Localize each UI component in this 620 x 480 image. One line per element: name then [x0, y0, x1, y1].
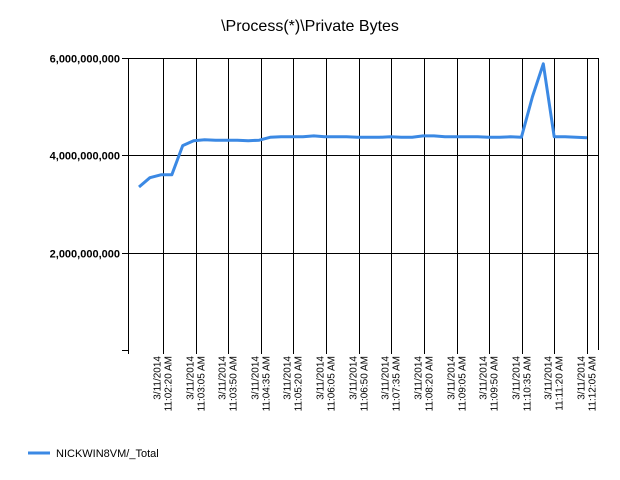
x-tick-labels: 3/11/2014 11:02:20 AM 3/11/2014 11:03:05 AM…: [153, 356, 599, 412]
x-tick-label: 3/11/2014 11:10:35 AM: [512, 356, 534, 412]
x-tick-date: 3/11/2014: [381, 356, 392, 400]
x-tick-date: 3/11/2014: [316, 356, 327, 400]
y-tick-label: 4,000,000,000: [50, 151, 120, 163]
x-tick-date: 3/11/2014: [512, 356, 523, 400]
x-tick-label: 3/11/2014 11:07:35 AM: [381, 356, 403, 412]
x-tick-time: 11:06:50 AM: [360, 356, 371, 411]
x-tick-time: 11:09:05 AM: [458, 356, 469, 411]
x-tick-date: 3/11/2014: [251, 356, 262, 400]
series-lines: [138, 62, 588, 189]
x-tick-label: 3/11/2014 11:11:20 AM: [544, 356, 566, 411]
x-tick-label: 3/11/2014 11:03:05 AM: [186, 356, 208, 412]
legend: NICKWIN8VM/_Total: [28, 448, 159, 460]
x-tick-time: 11:07:35 AM: [392, 356, 403, 411]
x-tick-label: 3/11/2014 11:12:05 AM: [577, 356, 599, 412]
x-tick-time: 11:12:05 AM: [588, 356, 599, 411]
x-tick-label: 3/11/2014 11:06:50 AM: [349, 356, 371, 412]
x-tick-label: 3/11/2014 11:09:50 AM: [479, 356, 501, 412]
x-tick-date: 3/11/2014: [447, 356, 458, 400]
x-tick-label: 3/11/2014 11:05:20 AM: [283, 356, 305, 412]
x-tick-date: 3/11/2014: [414, 356, 425, 400]
x-tick-label: 3/11/2014 11:04:35 AM: [251, 356, 273, 412]
y-tick-label: 6,000,000,000: [50, 54, 120, 66]
x-tick-time: 11:06:05 AM: [327, 356, 338, 411]
x-tick-label: 3/11/2014 11:06:05 AM: [316, 356, 338, 412]
x-tick-date: 3/11/2014: [218, 356, 229, 400]
x-tick-time: 11:08:20 AM: [425, 356, 436, 411]
x-tick-label: 3/11/2014 11:08:20 AM: [414, 356, 436, 412]
x-tick-label: 3/11/2014 11:03:50 AM: [218, 356, 240, 412]
y-tick-labels: 2,000,000,000 4,000,000,000 6,000,000,000: [50, 54, 120, 261]
x-tick-time: 11:02:20 AM: [164, 356, 175, 411]
x-tick-date: 3/11/2014: [479, 356, 490, 400]
x-tick-date: 3/11/2014: [153, 356, 164, 400]
grid-lines: [122, 58, 598, 354]
x-tick-label: 3/11/2014 11:09:05 AM: [447, 356, 469, 412]
series-line: [138, 62, 588, 189]
x-tick-date: 3/11/2014: [283, 356, 294, 400]
x-tick-time: 11:03:50 AM: [229, 356, 240, 411]
x-tick-time: 11:10:35 AM: [523, 356, 534, 411]
x-tick-date: 3/11/2014: [544, 356, 555, 400]
x-tick-label: 3/11/2014 11:02:20 AM: [153, 356, 175, 412]
x-tick-time: 11:04:35 AM: [262, 356, 273, 411]
x-tick-time: 11:09:50 AM: [490, 356, 501, 411]
x-tick-time: 11:03:05 AM: [197, 356, 208, 411]
y-tick-label: 2,000,000,000: [50, 249, 120, 261]
x-tick-date: 3/11/2014: [186, 356, 197, 400]
chart-title: \Process(*)\Private Bytes: [221, 18, 399, 35]
x-tick-date: 3/11/2014: [349, 356, 360, 400]
x-tick-time: 11:11:20 AM: [555, 356, 566, 411]
legend-label: NICKWIN8VM/_Total: [56, 448, 159, 460]
axes: [122, 58, 599, 354]
x-tick-date: 3/11/2014: [577, 356, 588, 400]
x-tick-time: 11:05:20 AM: [294, 356, 305, 411]
